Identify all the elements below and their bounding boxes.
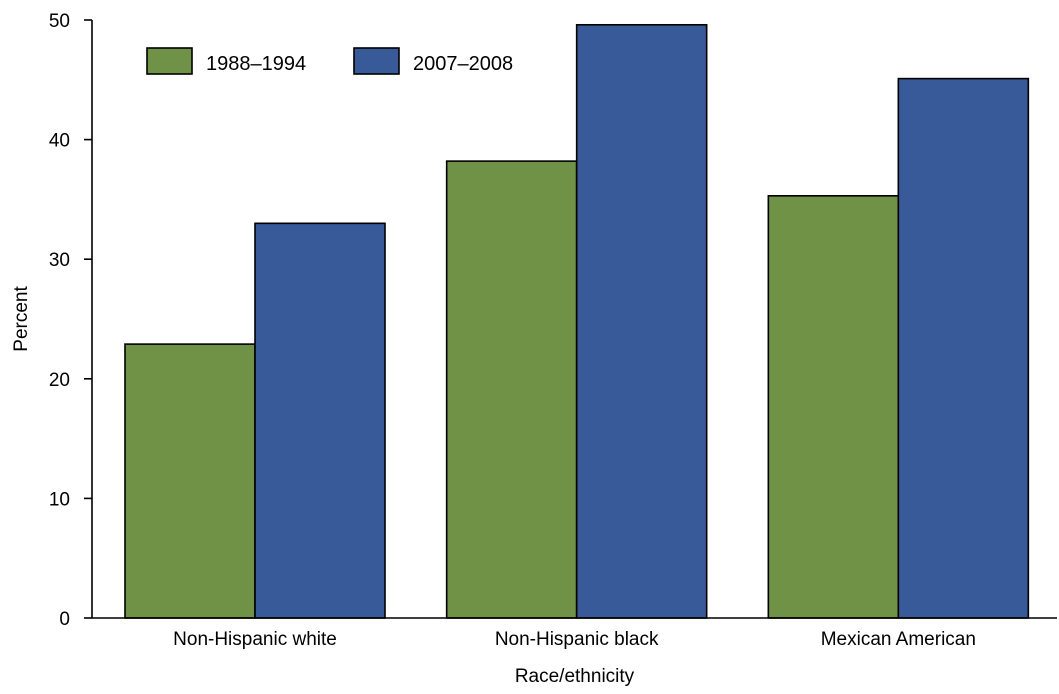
bar-series2-1 [575, 23, 708, 619]
legend-swatch [146, 47, 193, 75]
y-tick-label: 10 [49, 489, 70, 510]
legend-label: 2007–2008 [413, 53, 513, 75]
y-tick-label: 0 [59, 609, 70, 630]
y-tick-label: 40 [49, 131, 70, 152]
legend-swatch [353, 47, 400, 75]
bar-series2-0 [254, 222, 386, 619]
x-category-label: Non-Hispanic black [495, 629, 659, 650]
axes-layer [91, 20, 1057, 619]
y-tick-label: 20 [49, 370, 70, 391]
legend: 1988–1994 2007–2008 [146, 47, 513, 75]
bar-series1-2 [767, 195, 900, 619]
x-category-label: Mexican American [821, 629, 976, 650]
y-tick-label: 50 [49, 11, 70, 32]
y-ticks: 0 10 20 30 40 50 [49, 11, 92, 630]
bar-series1-0 [124, 343, 256, 619]
bars-layer [124, 23, 1030, 619]
x-axis-title: Race/ethnicity [515, 666, 635, 687]
y-axis-title: Percent [11, 286, 32, 352]
bar-series1-1 [445, 160, 578, 619]
y-tick-label: 30 [49, 250, 70, 271]
x-category-labels: Non-Hispanic white Non-Hispanic black Mexi… [173, 629, 976, 650]
legend-label: 1988–1994 [206, 53, 306, 75]
bar-series2-2 [897, 77, 1030, 619]
x-category-label: Non-Hispanic white [173, 629, 337, 650]
